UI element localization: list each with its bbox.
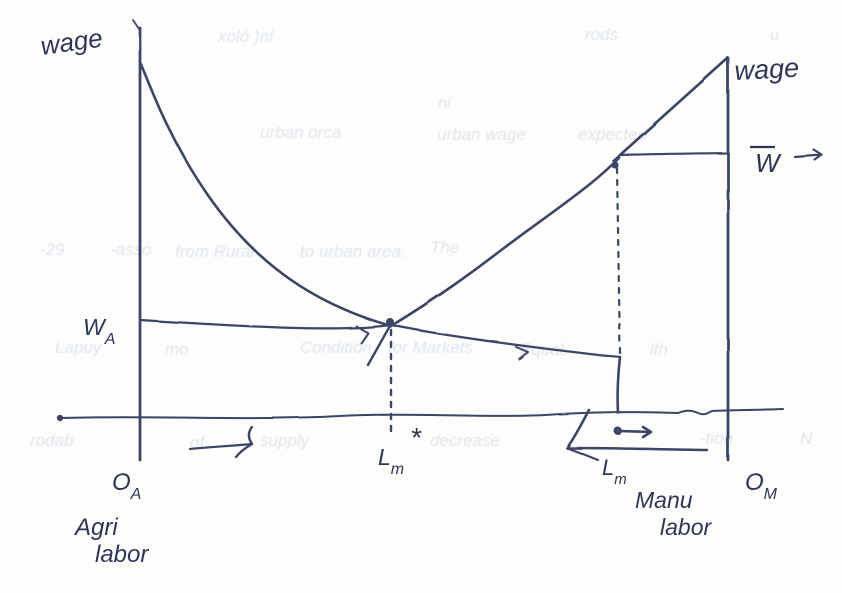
svg-text:rods: rods (585, 25, 619, 44)
svg-text:Manu: Manu (635, 487, 693, 513)
svg-text:rodab: rodab (30, 431, 73, 450)
svg-text:decrease: decrease (430, 431, 500, 450)
svg-text:labor: labor (95, 541, 149, 568)
svg-text:N: N (800, 429, 813, 448)
svg-text:for Markets: for Markets (388, 338, 474, 357)
svg-text:Agri: Agri (73, 514, 118, 541)
svg-text:-asso: -asso (110, 240, 152, 259)
svg-text:W: W (755, 148, 782, 178)
svg-text:urban orca: urban orca (260, 123, 341, 142)
svg-text:xoló )nl: xoló )nl (217, 27, 274, 46)
svg-text:OA: OA (112, 469, 141, 503)
svg-text:to urban area.: to urban area. (300, 242, 406, 261)
svg-text:ni: ni (438, 95, 451, 112)
svg-text:labor: labor (660, 514, 712, 540)
svg-text:from Rural: from Rural (175, 242, 256, 261)
svg-text:OM: OM (745, 469, 778, 503)
svg-text:Lapuy: Lapuy (55, 338, 103, 357)
svg-text:ith: ith (650, 340, 668, 359)
svg-text:u: u (770, 27, 779, 44)
svg-text:mo: mo (165, 340, 189, 359)
svg-text:-29: -29 (40, 240, 65, 259)
svg-text:Lm: Lm (602, 455, 627, 488)
svg-text:Lm: Lm (378, 444, 404, 478)
svg-text:Condition: Condition (300, 338, 372, 357)
svg-text:urban wage: urban wage (437, 125, 526, 144)
svg-text:wage: wage (734, 53, 800, 86)
svg-text:The: The (430, 238, 459, 257)
svg-text:*: * (410, 422, 422, 453)
svg-text:wage: wage (39, 23, 105, 61)
svg-text:supply: supply (260, 431, 311, 450)
